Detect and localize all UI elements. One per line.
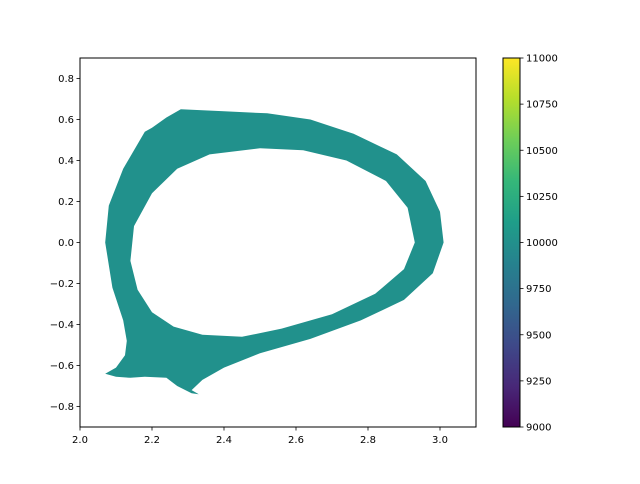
x-tick-label: 2.4: [216, 435, 232, 446]
y-tick-label: 0.4: [58, 156, 74, 167]
y-tick-label: 0.2: [58, 197, 74, 208]
colorbar-tick-label: 9750: [526, 284, 551, 295]
colorbar-tick-label: 10000: [526, 238, 558, 249]
colorbar-axis: 11000 10750 10500 10250 10000 9750 9500 9250 900…: [520, 54, 558, 434]
colorbar-tick-label: 9500: [526, 330, 551, 341]
y-tick-label: −0.8: [50, 402, 74, 413]
y-axis: 0.8 0.6 0.4 0.2 0.0 −0.2 −0.4 −0.6 −0.8: [50, 74, 80, 413]
colorbar: 11000 10750 10500 10250 10000 9750 9500 9250 900…: [502, 54, 558, 434]
colorbar-tick-label: 10500: [526, 146, 558, 157]
x-tick-label: 2.6: [288, 435, 304, 446]
y-tick-label: −0.2: [50, 279, 74, 290]
x-tick-label: 2.8: [360, 435, 376, 446]
colorbar-tick-label: 11000: [526, 54, 558, 65]
plot-area: 2.0 2.2 2.4 2.6 2.8 3.0 0.8 0.6 0.4 0.2 0.0 −0.2 −0…: [50, 57, 477, 446]
y-tick-label: 0.8: [58, 74, 74, 85]
colorbar-tick-label: 10750: [526, 100, 558, 111]
x-tick-label: 2.0: [72, 435, 88, 446]
colorbar-tick-label: 10250: [526, 192, 558, 203]
filled-contour-region: [105, 109, 444, 395]
y-tick-label: 0.6: [58, 115, 74, 126]
y-tick-label: −0.6: [50, 361, 74, 372]
y-tick-label: 0.0: [58, 238, 74, 249]
colorbar-gradient: [503, 58, 520, 427]
x-tick-label: 3.0: [432, 435, 448, 446]
y-tick-label: −0.4: [50, 320, 74, 331]
x-axis: 2.0 2.2 2.4 2.6 2.8 3.0: [72, 427, 448, 446]
x-tick-label: 2.2: [144, 435, 160, 446]
colorbar-tick-label: 9250: [526, 376, 551, 387]
colorbar-tick-label: 9000: [526, 423, 551, 434]
